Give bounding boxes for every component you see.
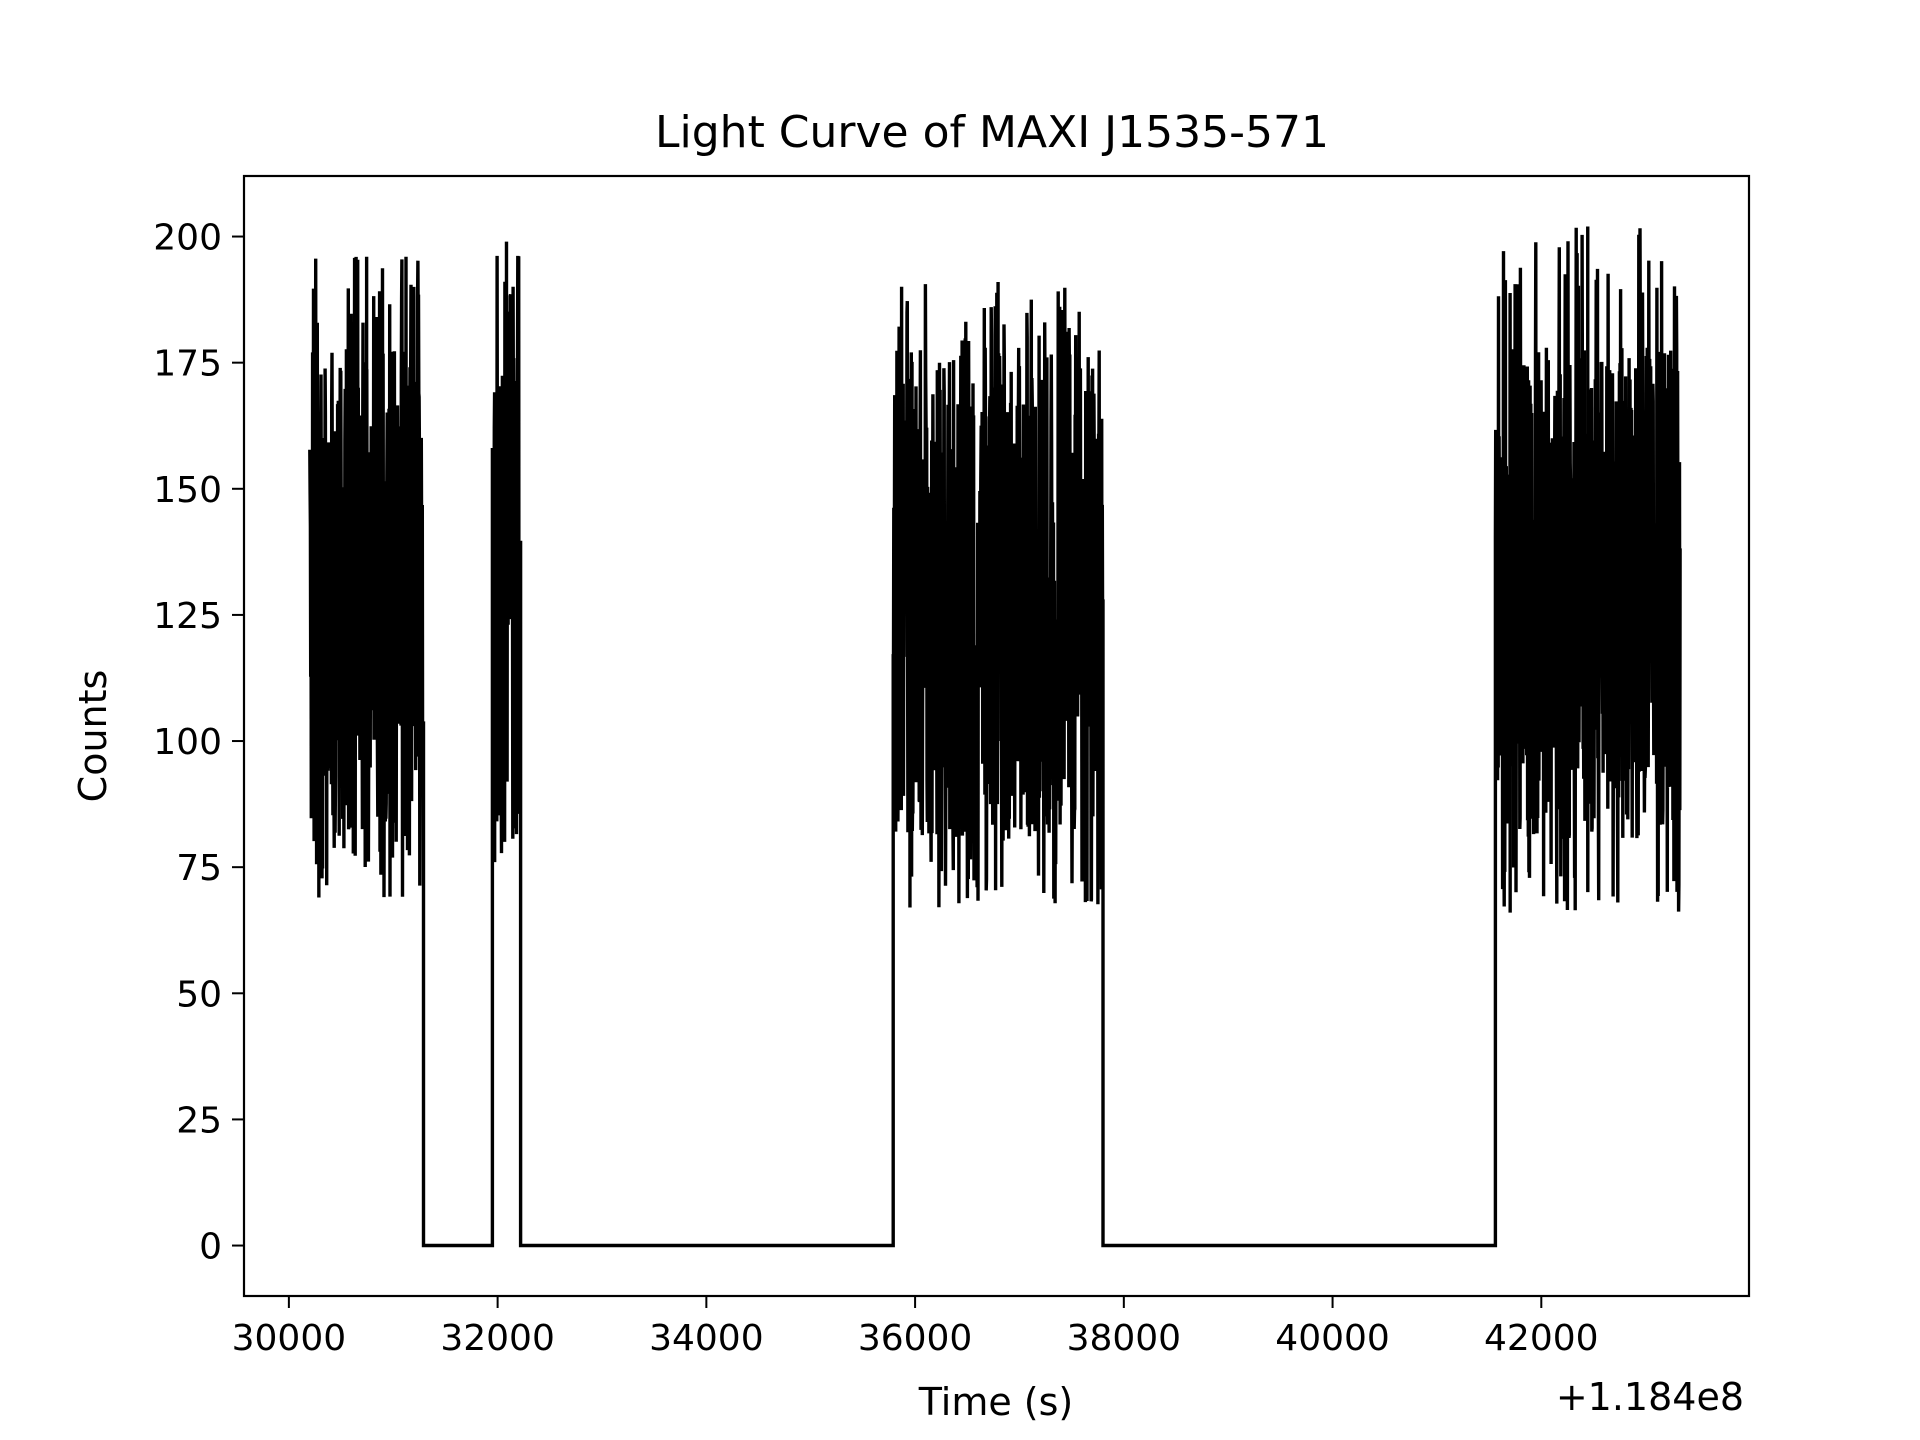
x-offset-label: +1.184e8 [1556, 1375, 1744, 1419]
x-tick-label: 38000 [1067, 1318, 1182, 1359]
x-tick-label: 36000 [858, 1318, 973, 1359]
y-tick-label: 200 [153, 218, 222, 259]
x-tick-label: 34000 [649, 1318, 764, 1359]
x-tick-label: 32000 [440, 1318, 555, 1359]
x-tick-label: 30000 [232, 1318, 347, 1359]
y-tick-label: 75 [176, 848, 222, 889]
plot-frame [242, 174, 1751, 1298]
x-tick-label: 42000 [1484, 1318, 1599, 1359]
x-tick-label: 40000 [1275, 1318, 1390, 1359]
chart-title: Light Curve of MAXI J1535-571 [655, 107, 1329, 158]
y-axis-label: Counts [71, 670, 115, 803]
y-tick-label: 125 [153, 596, 222, 637]
y-tick-label: 175 [153, 344, 222, 385]
light-curve-line [308, 227, 1682, 1248]
y-tick-label: 100 [153, 722, 222, 763]
x-axis-label: Time (s) [918, 1380, 1074, 1424]
ticks-layer: 30000 32000 34000 36000 38000 40000 42000 0 25 50… [153, 218, 1598, 1359]
y-tick-label: 50 [176, 974, 222, 1015]
y-tick-label: 150 [153, 470, 222, 511]
y-tick-label: 25 [176, 1100, 222, 1141]
data-layer [308, 226, 1682, 1248]
y-tick-label: 0 [199, 1227, 222, 1268]
